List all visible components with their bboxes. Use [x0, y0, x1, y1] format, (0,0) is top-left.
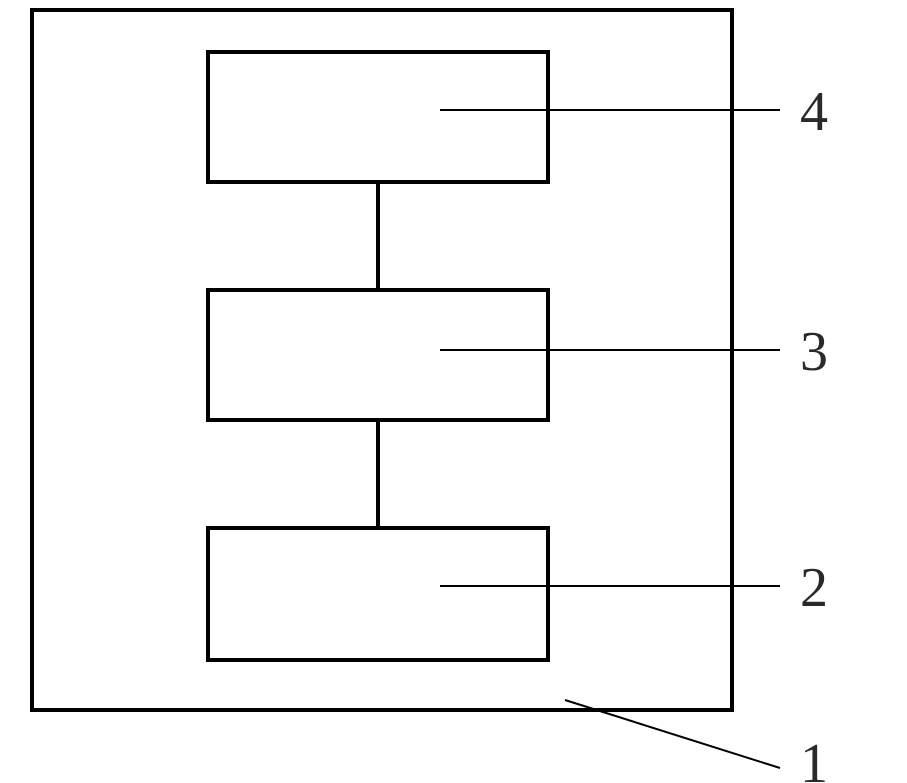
callout-label-1: 1 [800, 733, 828, 783]
node-box-4 [208, 52, 548, 182]
callout-label-4: 4 [800, 81, 828, 143]
callout-label-2: 2 [800, 557, 828, 619]
node-box-3 [208, 290, 548, 420]
node-box-2 [208, 528, 548, 660]
diagram-canvas: 4 3 2 1 [0, 0, 907, 783]
callout-label-3: 3 [800, 321, 828, 383]
